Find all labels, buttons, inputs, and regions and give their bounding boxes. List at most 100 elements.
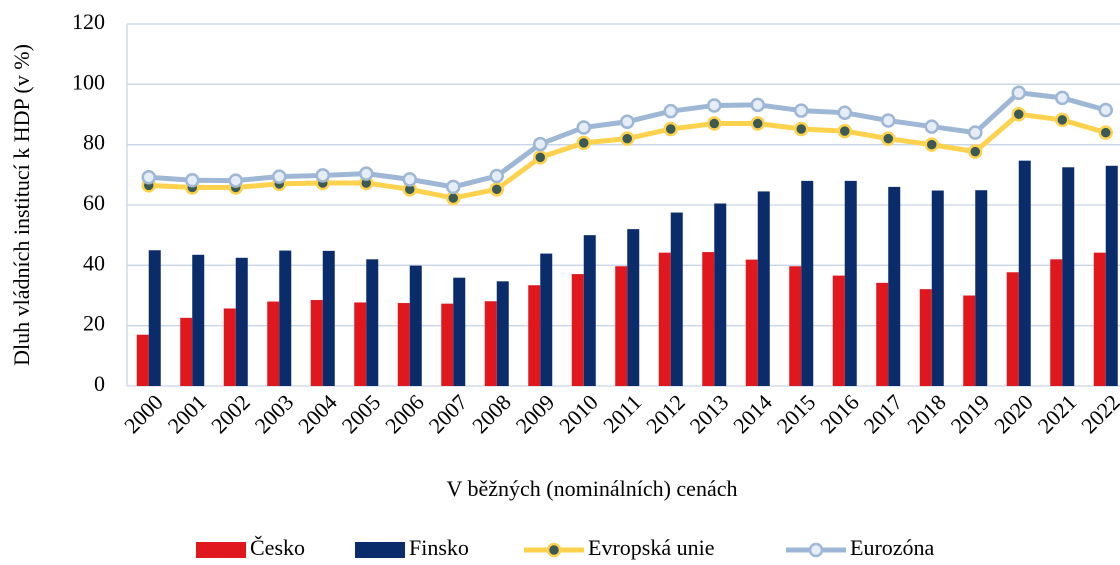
legend-label: Eurozóna <box>850 535 935 560</box>
y-tick-label: 100 <box>72 69 105 94</box>
x-tick-label: 2021 <box>1033 389 1082 438</box>
bar <box>354 302 367 386</box>
bar <box>1006 272 1019 386</box>
bar <box>484 301 497 386</box>
marker <box>968 125 983 140</box>
marker <box>185 173 200 188</box>
bar <box>876 282 889 386</box>
bar <box>571 274 584 386</box>
x-tick-label: 2015 <box>772 389 821 438</box>
bar <box>757 191 770 386</box>
bar <box>496 281 509 386</box>
x-tick-label: 2022 <box>1076 389 1120 438</box>
x-tick-label: 2007 <box>424 389 473 438</box>
marker <box>576 135 591 151</box>
marker <box>402 172 417 187</box>
marker <box>663 103 678 119</box>
x-tick-label: 2002 <box>206 389 255 438</box>
bar <box>148 250 161 386</box>
bar <box>931 190 944 386</box>
x-tick-label: 2000 <box>119 389 168 438</box>
bar <box>919 289 932 386</box>
bar <box>1050 259 1063 386</box>
marker <box>533 136 548 152</box>
bar <box>658 252 671 386</box>
x-tick-label: 2014 <box>728 389 777 438</box>
bar <box>801 180 814 386</box>
marker <box>228 173 243 188</box>
bar <box>310 300 323 386</box>
y-tick-label: 60 <box>83 190 105 215</box>
bar <box>397 303 410 386</box>
x-tick-label: 2009 <box>511 389 560 438</box>
bar <box>235 257 248 386</box>
bar <box>409 265 422 386</box>
bar <box>789 266 802 386</box>
x-tick-label: 2020 <box>989 389 1038 438</box>
marker <box>272 169 287 184</box>
marker <box>707 98 722 113</box>
y-tick-label: 80 <box>83 130 105 155</box>
marker <box>489 182 504 197</box>
bar <box>615 266 628 386</box>
y-tick-label: 20 <box>83 311 105 336</box>
marker <box>1055 112 1070 128</box>
bar <box>745 259 758 386</box>
bar <box>453 277 466 386</box>
x-tick-label: 2001 <box>163 389 212 438</box>
bar <box>963 295 976 386</box>
bar <box>223 308 236 386</box>
x-tick-label: 2016 <box>815 389 864 438</box>
x-tick-label: 2004 <box>293 389 342 438</box>
marker <box>837 123 852 139</box>
bar <box>366 259 379 386</box>
marker <box>968 144 983 159</box>
bar <box>702 252 715 386</box>
x-tick-label: 2011 <box>598 389 646 437</box>
bar <box>136 334 149 386</box>
marker <box>1055 90 1070 106</box>
marker <box>663 121 678 137</box>
bar <box>888 186 901 386</box>
marker <box>924 137 939 152</box>
marker <box>837 105 852 120</box>
marker <box>1098 102 1113 118</box>
legend-marker <box>546 542 562 558</box>
marker <box>924 119 939 134</box>
bar <box>1093 252 1106 386</box>
x-tick-label: 2019 <box>946 389 995 438</box>
marker <box>794 121 809 137</box>
x-tick-label: 2005 <box>337 389 386 438</box>
bar <box>1018 160 1031 386</box>
x-tick-label: 2006 <box>380 389 429 438</box>
bar <box>844 180 857 386</box>
legend-label: Česko <box>250 535 305 560</box>
x-axis-title: V běžných (nominálních) cenách <box>447 476 738 501</box>
bar <box>267 301 280 386</box>
x-tick-label: 2008 <box>467 389 516 438</box>
marker <box>1011 106 1026 122</box>
marker <box>620 114 635 129</box>
marker <box>881 113 896 128</box>
marker <box>794 103 809 118</box>
x-tick-label: 2012 <box>641 389 690 438</box>
legend-marker <box>808 542 824 558</box>
y-tick-label: 120 <box>72 9 105 34</box>
bar <box>528 285 541 386</box>
legend-label: Evropská unie <box>588 535 714 560</box>
bar <box>714 203 727 386</box>
marker <box>881 131 896 146</box>
marker <box>533 150 548 165</box>
marker <box>750 97 765 113</box>
marker <box>141 169 156 185</box>
y-tick-label: 0 <box>94 371 105 396</box>
legend-swatch <box>355 542 405 558</box>
bar <box>832 275 845 386</box>
bar <box>180 317 193 386</box>
marker <box>750 116 765 131</box>
marker <box>1098 125 1113 140</box>
bar <box>1105 165 1118 386</box>
marker <box>359 166 374 181</box>
